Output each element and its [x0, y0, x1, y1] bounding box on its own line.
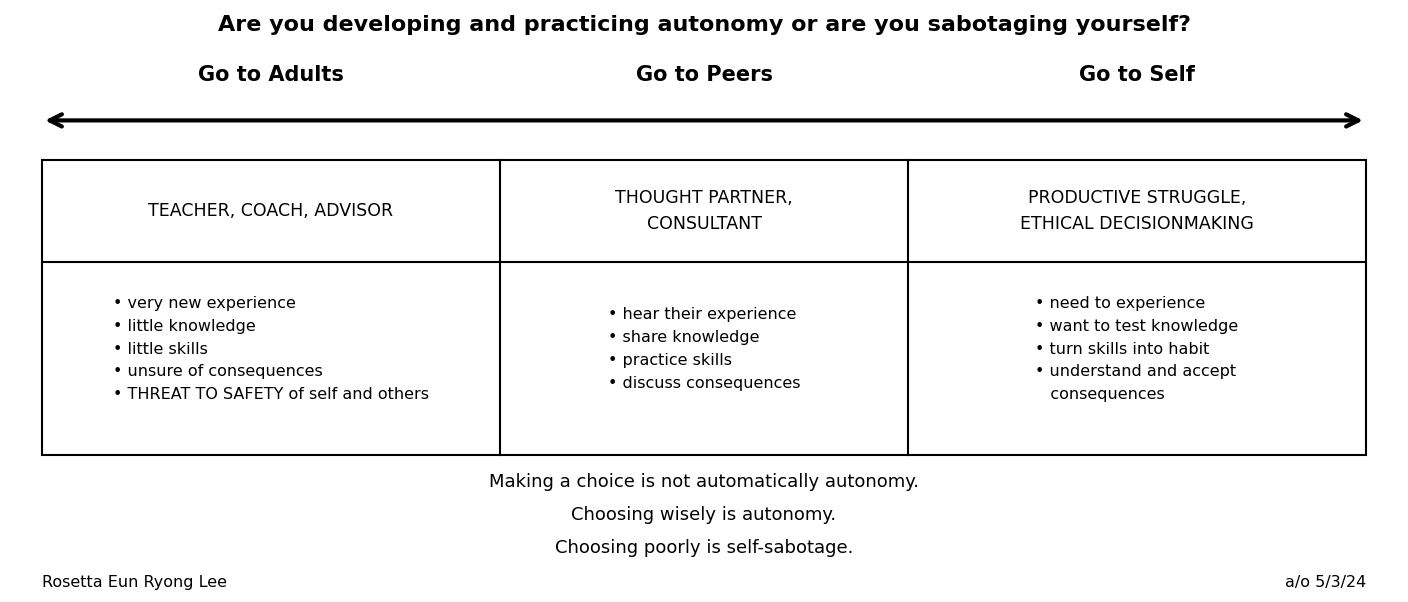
Text: Choosing wisely is autonomy.: Choosing wisely is autonomy. — [572, 506, 836, 524]
Text: Go to Self: Go to Self — [1079, 65, 1195, 85]
Text: Making a choice is not automatically autonomy.: Making a choice is not automatically aut… — [489, 473, 919, 491]
Text: TEACHER, COACH, ADVISOR: TEACHER, COACH, ADVISOR — [148, 202, 394, 220]
Text: • need to experience
• want to test knowledge
• turn skills into habit
• underst: • need to experience • want to test know… — [1035, 296, 1239, 402]
Text: Choosing poorly is self-sabotage.: Choosing poorly is self-sabotage. — [555, 539, 853, 557]
Text: Rosetta Eun Ryong Lee: Rosetta Eun Ryong Lee — [42, 575, 227, 590]
Text: • hear their experience
• share knowledge
• practice skills
• discuss consequenc: • hear their experience • share knowledg… — [608, 308, 800, 391]
Text: • very new experience
• little knowledge
• little skills
• unsure of consequence: • very new experience • little knowledge… — [113, 296, 429, 402]
Text: PRODUCTIVE STRUGGLE,
ETHICAL DECISIONMAKING: PRODUCTIVE STRUGGLE, ETHICAL DECISIONMAK… — [1019, 188, 1255, 233]
Text: Go to Peers: Go to Peers — [635, 65, 773, 85]
Text: Go to Adults: Go to Adults — [199, 65, 344, 85]
Text: THOUGHT PARTNER,
CONSULTANT: THOUGHT PARTNER, CONSULTANT — [615, 188, 793, 233]
Text: Are you developing and practicing autonomy or are you sabotaging yourself?: Are you developing and practicing autono… — [217, 15, 1191, 35]
Text: a/o 5/3/24: a/o 5/3/24 — [1284, 575, 1366, 590]
